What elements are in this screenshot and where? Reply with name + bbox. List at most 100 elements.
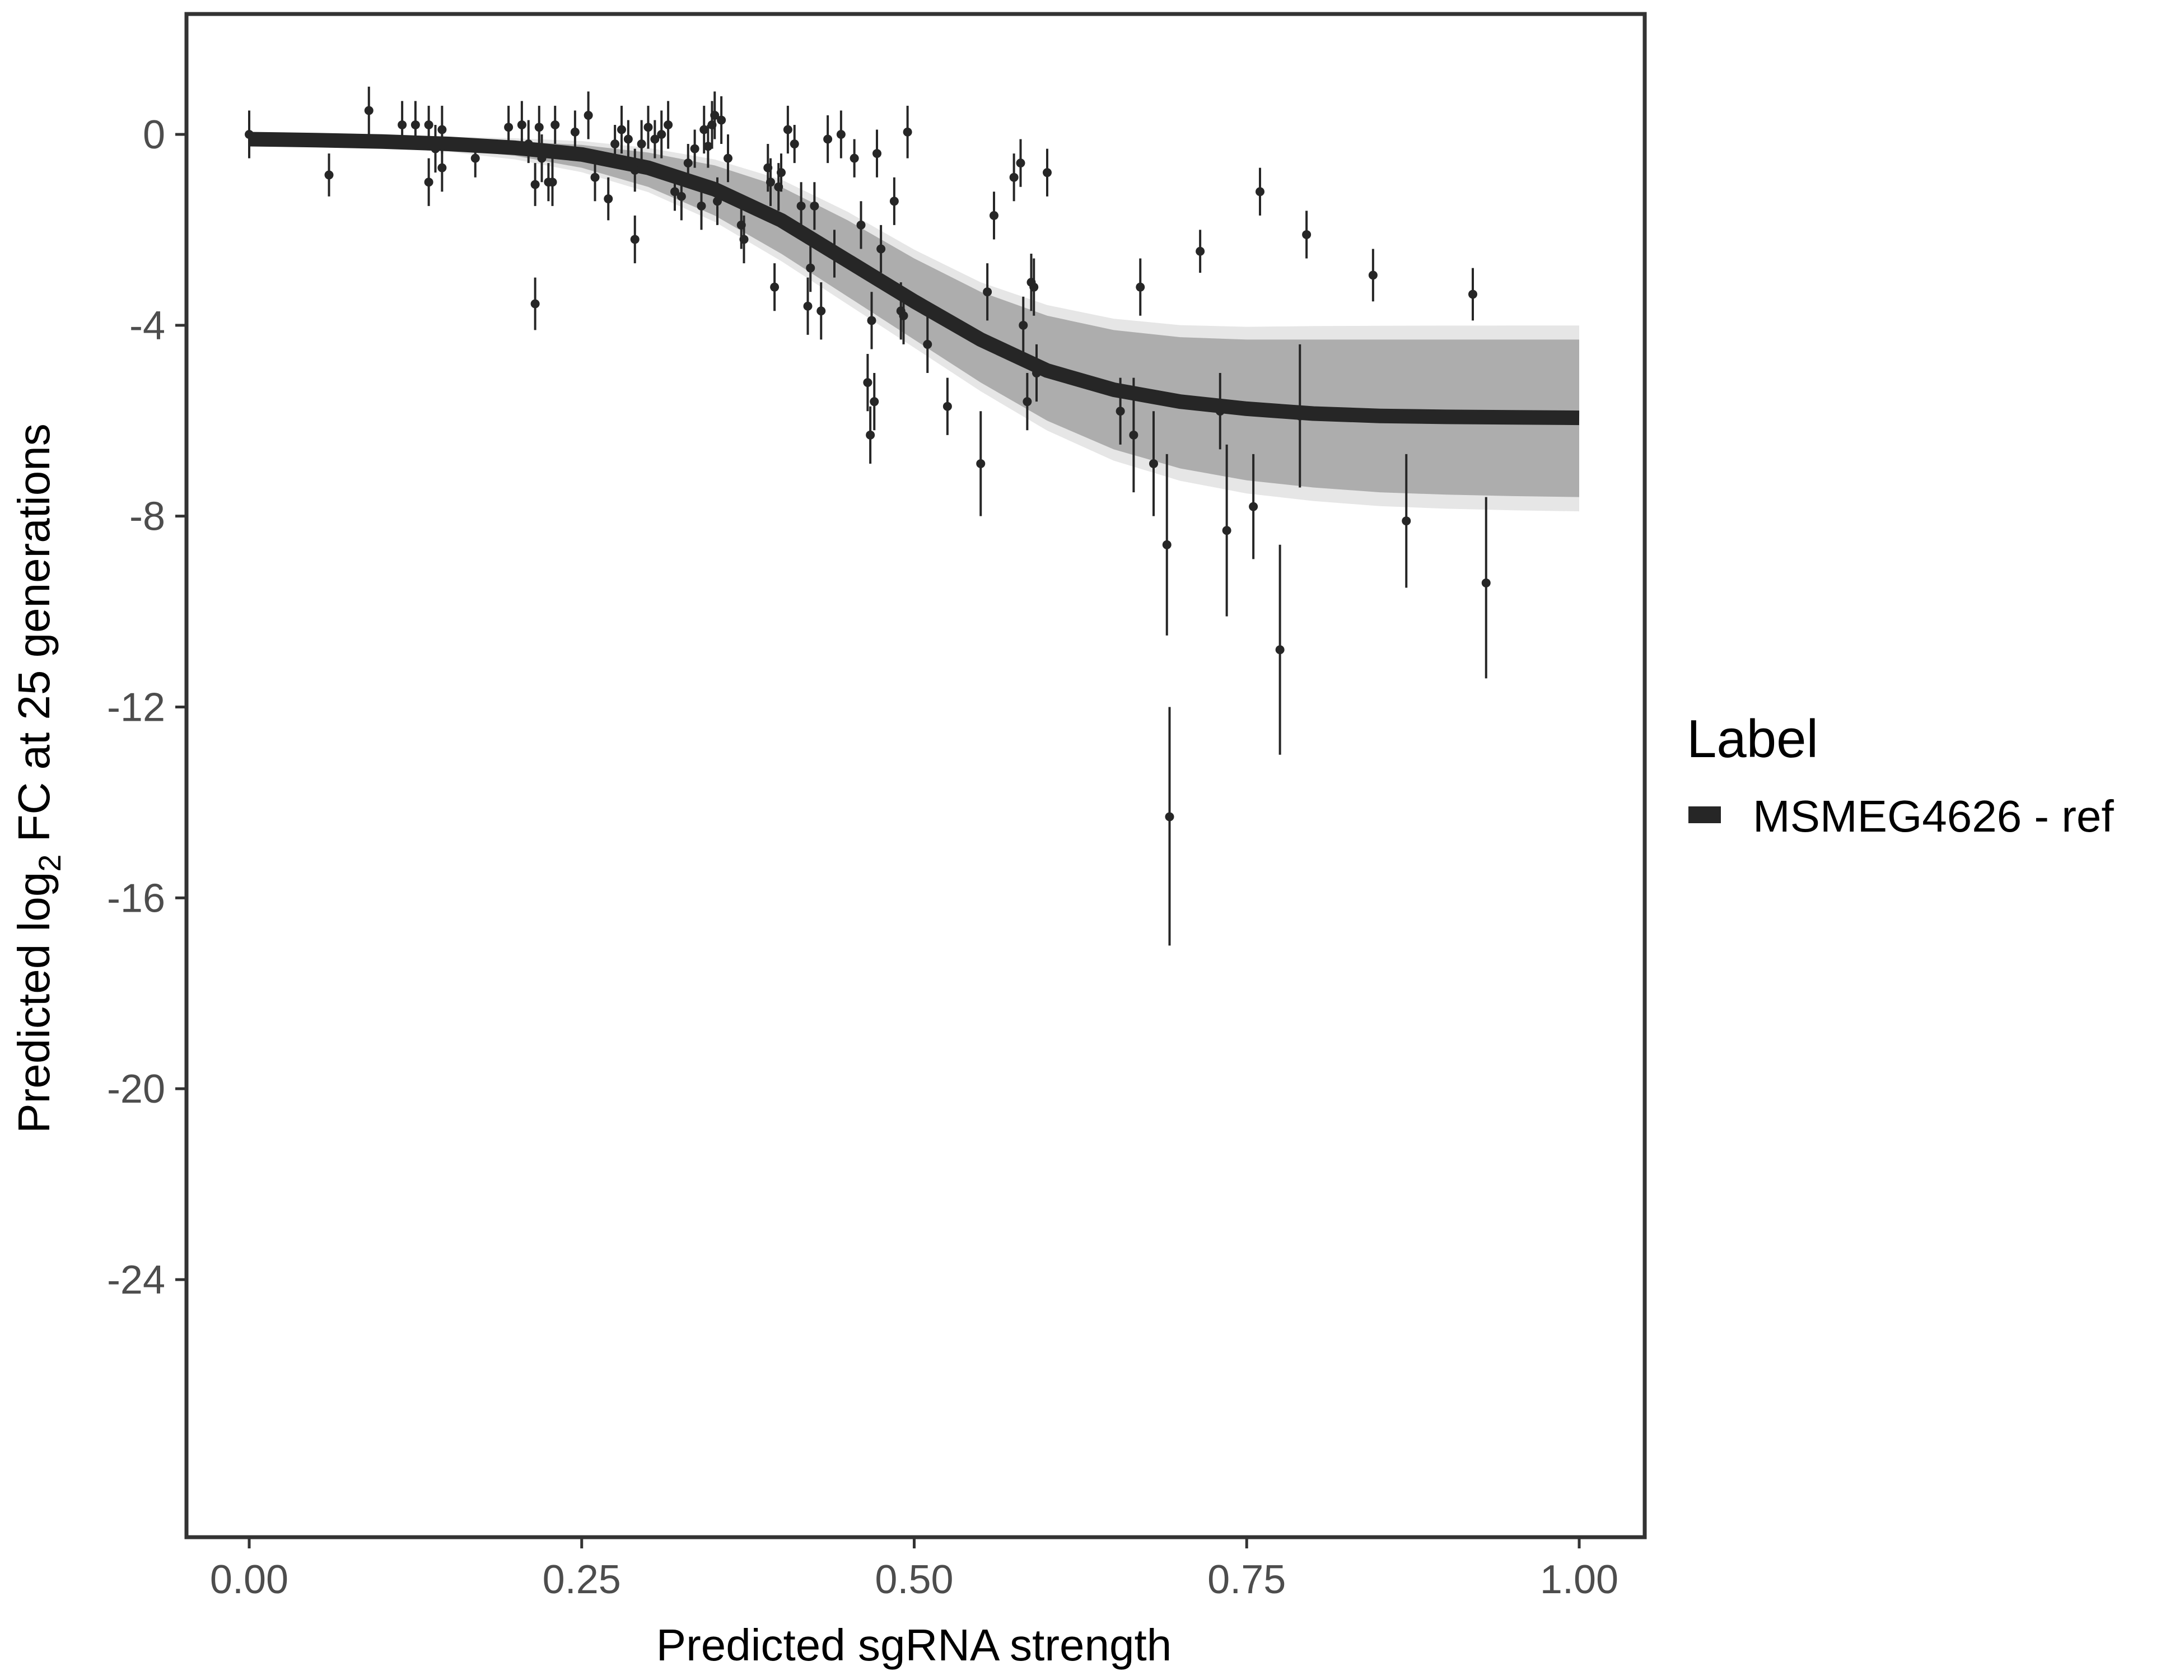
data-point (699, 125, 709, 134)
data-point (976, 459, 986, 468)
fit-line-layer (249, 132, 1580, 426)
data-point (983, 287, 992, 297)
y-tick-label: -20 (107, 1067, 165, 1112)
data-point (717, 115, 726, 125)
data-point (1162, 540, 1172, 549)
data-point (683, 158, 693, 168)
data-point (524, 139, 533, 149)
data-point (517, 120, 526, 129)
data-point (1402, 516, 1411, 526)
data-point (548, 178, 557, 187)
data-point (1032, 368, 1041, 378)
data-point (923, 339, 932, 349)
data-point (1302, 230, 1312, 239)
data-point (690, 144, 699, 153)
data-point (713, 197, 722, 206)
data-point (830, 249, 839, 259)
data-point (530, 299, 540, 309)
data-point (1368, 270, 1378, 280)
x-tick-label: 0.75 (1207, 1557, 1286, 1602)
confidence-ribbon (249, 134, 1579, 512)
data-point (604, 194, 613, 204)
data-point (806, 263, 815, 273)
data-point (763, 163, 773, 172)
data-point (431, 144, 440, 153)
data-point (570, 127, 580, 137)
ribbon-inner (249, 137, 1579, 497)
x-tick-label: 0.00 (210, 1557, 288, 1602)
legend: Label MSMEG4626 - ref (1687, 709, 2114, 841)
y-axis-title: Predicted log2 FC at 25 generations (9, 423, 67, 1133)
data-point (867, 316, 876, 325)
data-point (1249, 502, 1258, 511)
data-point (610, 139, 620, 149)
data-point (707, 120, 717, 129)
data-point (739, 235, 749, 244)
legend-label-msmeg4626: MSMEG4626 - ref (1753, 791, 2114, 841)
data-point (903, 127, 912, 137)
data-point (1275, 645, 1285, 655)
legend-title: Label (1687, 709, 1818, 769)
data-point (424, 178, 433, 187)
data-point (1023, 397, 1032, 407)
data-point (617, 125, 626, 134)
data-point (863, 378, 872, 388)
data-point (637, 139, 646, 149)
data-point (876, 244, 886, 254)
legend-key-msmeg4626 (1688, 806, 1721, 823)
data-point (410, 120, 420, 129)
y-tick-label: -8 (129, 494, 165, 539)
data-point (650, 134, 660, 144)
data-point (942, 402, 952, 411)
data-point (504, 123, 514, 132)
data-point (1149, 459, 1158, 468)
y-axis-title-prefix: Predicted log (9, 872, 59, 1133)
y-tick-label: -12 (107, 685, 165, 730)
y-axis-title-suffix: FC at 25 generations (9, 423, 59, 854)
data-point (1029, 282, 1039, 292)
data-point (790, 139, 799, 149)
data-point (623, 134, 633, 144)
data-point (470, 153, 480, 163)
plot-panel-border (184, 12, 1647, 1539)
data-point (889, 197, 899, 206)
x-axis-ticks: 0.00 0.25 0.50 0.75 1.00 (210, 1539, 1618, 1602)
data-point (670, 187, 679, 197)
data-point (1222, 526, 1231, 535)
data-point (1196, 246, 1205, 256)
data-point (816, 306, 826, 316)
data-point (530, 180, 540, 189)
data-point (803, 301, 813, 311)
data-points (245, 106, 1491, 822)
y-tick-label: -24 (107, 1258, 165, 1303)
data-point (724, 153, 732, 163)
data-point (1215, 407, 1225, 416)
data-point (1256, 187, 1264, 197)
data-point (630, 165, 640, 175)
data-point (866, 430, 875, 440)
data-point (766, 178, 775, 187)
data-point (537, 153, 547, 163)
data-point (1295, 411, 1305, 421)
x-tick-label: 1.00 (1540, 1557, 1618, 1602)
data-point (1016, 158, 1025, 168)
data-point (1129, 430, 1138, 440)
data-point (810, 201, 819, 211)
data-point (770, 282, 780, 292)
data-point (1116, 407, 1125, 416)
data-point (630, 235, 640, 244)
data-point (823, 134, 833, 144)
data-point (777, 168, 786, 178)
data-point (657, 130, 666, 139)
data-point (796, 201, 806, 211)
data-point (398, 120, 407, 129)
data-point (643, 123, 653, 132)
data-point (703, 142, 713, 151)
data-point (590, 172, 600, 182)
data-point (534, 123, 544, 132)
x-axis-title: Predicted sgRNA strength (656, 1620, 1172, 1670)
data-point (664, 120, 673, 129)
data-point (1043, 168, 1052, 178)
data-point (1165, 812, 1174, 822)
